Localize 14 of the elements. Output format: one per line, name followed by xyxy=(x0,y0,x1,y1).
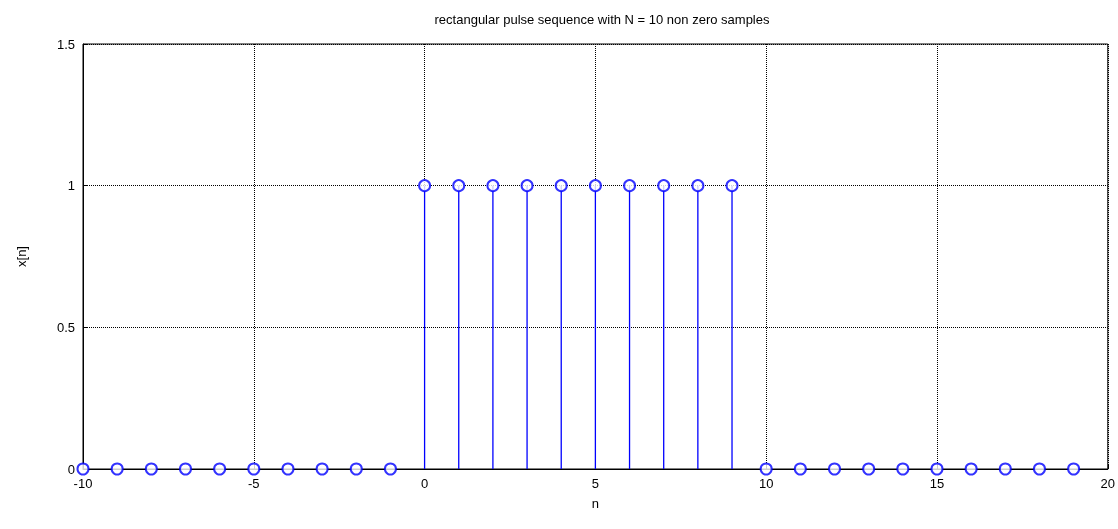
x-tick-label: -5 xyxy=(248,476,260,491)
x-tick-label: 20 xyxy=(1100,476,1115,491)
x-tick-label: 0 xyxy=(420,476,429,491)
x-tick-label: 10 xyxy=(758,476,774,491)
y-tick-label: 0 xyxy=(67,461,75,477)
y-tick-label: 1.5 xyxy=(56,36,75,52)
x-tick-label: 5 xyxy=(591,476,599,491)
x-tick-label: -10 xyxy=(73,476,93,491)
y-tick-label: 0.5 xyxy=(56,319,75,335)
x-axis-title: n xyxy=(591,496,599,511)
x-tick-label: 15 xyxy=(929,476,945,491)
chart-title: rectangular pulse sequence with N = 10 non zero samples xyxy=(434,12,770,27)
y-tick-label: 1 xyxy=(67,178,75,194)
y-axis-title: x[n] xyxy=(14,246,29,267)
